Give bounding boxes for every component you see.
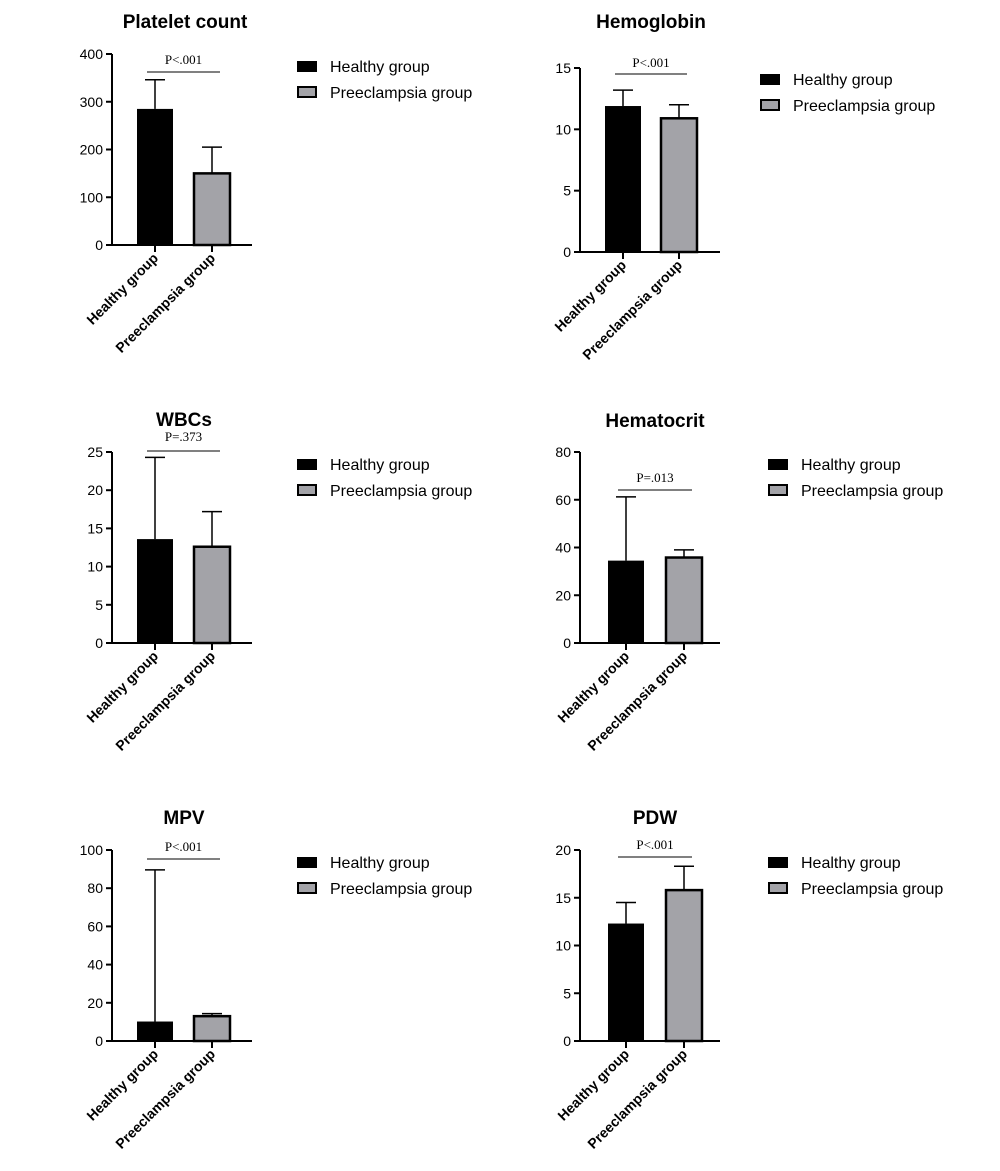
legend-swatch-preeclampsia: [297, 882, 317, 894]
chart-hematocrit: Hematocrit 0 20 40 60 80 Healthy group Preeclam…: [554, 411, 943, 754]
y-tick-label: 200: [80, 142, 104, 158]
bar-preeclampsia: [664, 888, 704, 1043]
legend-label-preeclampsia: Preeclampsia group: [801, 881, 943, 898]
legend-swatch-healthy: [297, 61, 317, 72]
chart-title: MPV: [163, 808, 205, 829]
y-tick-label: 300: [80, 94, 104, 110]
legend-swatch-healthy: [297, 857, 317, 868]
legend: Healthy group Preeclampsia group: [760, 72, 935, 115]
p-value-label: P<.001: [636, 837, 673, 852]
y-tick-label: 15: [555, 890, 571, 906]
legend-swatch-preeclampsia: [768, 484, 788, 496]
legend-label-healthy: Healthy group: [793, 72, 893, 89]
x-category-label: Preeclampsia group: [584, 1046, 690, 1152]
legend-swatch-preeclampsia: [297, 86, 317, 98]
x-category-label: Preeclampsia group: [584, 648, 690, 754]
legend-label-preeclampsia: Preeclampsia group: [801, 483, 943, 500]
y-tick-label: 40: [87, 957, 103, 973]
y-tick-label: 10: [555, 121, 571, 137]
bar-healthy: [605, 106, 641, 252]
y-tick-label: 80: [555, 444, 571, 460]
y-tick-label: 60: [87, 918, 103, 934]
y-tick-label: 0: [95, 1033, 103, 1049]
y-tick-label: 25: [87, 444, 103, 460]
legend: Healthy group Preeclampsia group: [297, 59, 472, 102]
chart-title: WBCs: [156, 410, 212, 431]
legend-label-healthy: Healthy group: [330, 855, 430, 872]
y-tick-label: 10: [555, 938, 571, 954]
bar-preeclampsia: [192, 545, 232, 645]
legend-label-preeclampsia: Preeclampsia group: [330, 881, 472, 898]
p-value-label: P<.001: [165, 839, 202, 854]
legend-swatch-preeclampsia: [760, 99, 780, 111]
bar-preeclampsia: [664, 556, 704, 645]
y-tick-label: 20: [87, 482, 103, 498]
legend: Healthy group Preeclampsia group: [297, 457, 472, 500]
legend-label-preeclampsia: Preeclampsia group: [793, 98, 935, 115]
y-tick-label: 400: [80, 46, 104, 62]
legend: Healthy group Preeclampsia group: [768, 855, 943, 898]
p-value-label: P=.013: [636, 470, 673, 485]
legend-label-healthy: Healthy group: [330, 59, 430, 76]
x-category-label: Preeclampsia group: [112, 1046, 218, 1152]
y-tick-label: 20: [555, 842, 571, 858]
x-category-label: Preeclampsia group: [112, 648, 218, 754]
y-tick-label: 15: [555, 60, 571, 76]
y-tick-label: 40: [555, 540, 571, 556]
y-tick-label: 0: [563, 635, 571, 651]
bar-healthy: [137, 108, 173, 245]
y-tick-label: 80: [87, 880, 103, 896]
y-tick-label: 0: [563, 1033, 571, 1049]
legend-swatch-preeclampsia: [297, 484, 317, 496]
chart-platelet: Platelet count 0 100 200 300 400 Healthy group…: [80, 12, 473, 356]
y-tick-label: 0: [95, 237, 103, 253]
chart-mpv: MPV 0 20 40 60 80 100 Healthy group Preeclampsia…: [80, 808, 473, 1152]
legend: Healthy group Preeclampsia group: [768, 457, 943, 500]
bar-healthy: [137, 1021, 173, 1041]
bar-preeclampsia: [192, 1014, 232, 1043]
y-tick-label: 10: [87, 559, 103, 575]
y-tick-label: 5: [563, 183, 571, 199]
x-category-label: Preeclampsia group: [112, 250, 218, 356]
p-value-label: P<.001: [632, 55, 669, 70]
legend: Healthy group Preeclampsia group: [297, 855, 472, 898]
bar-healthy: [608, 923, 644, 1041]
legend-swatch-healthy: [760, 74, 780, 85]
x-category-label: Preeclampsia group: [579, 257, 685, 363]
chart-title: Hemoglobin: [596, 12, 706, 33]
p-value-label: P<.001: [165, 52, 202, 67]
legend-label-healthy: Healthy group: [801, 457, 901, 474]
legend-swatch-healthy: [297, 459, 317, 470]
y-tick-label: 5: [95, 597, 103, 613]
legend-label-healthy: Healthy group: [330, 457, 430, 474]
legend-swatch-preeclampsia: [768, 882, 788, 894]
chart-hemoglobin: Hemoglobin 0 5 10 15 Healthy group Preeclampsi…: [551, 12, 935, 363]
y-tick-label: 100: [80, 842, 104, 858]
y-tick-label: 0: [95, 635, 103, 651]
p-value-label: P=.373: [165, 429, 202, 444]
legend-label-healthy: Healthy group: [801, 855, 901, 872]
bar-preeclampsia: [192, 172, 232, 247]
y-tick-label: 60: [555, 492, 571, 508]
legend-label-preeclampsia: Preeclampsia group: [330, 483, 472, 500]
legend-swatch-healthy: [768, 857, 788, 868]
bar-preeclampsia: [659, 117, 699, 254]
chart-title: Platelet count: [123, 12, 248, 33]
y-tick-label: 0: [563, 244, 571, 260]
y-tick-label: 100: [80, 189, 104, 205]
legend-swatch-healthy: [768, 459, 788, 470]
bar-healthy: [137, 539, 173, 643]
bar-healthy: [608, 560, 644, 643]
chart-wbcs: WBCs 0 5 10 15 20 25 Healthy group Preeclampsia …: [83, 410, 472, 754]
chart-title: PDW: [633, 808, 677, 829]
y-tick-label: 20: [555, 587, 571, 603]
chart-pdw: PDW 0 5 10 15 20 Healthy group Preeclampsia gro…: [554, 808, 943, 1152]
legend-label-preeclampsia: Preeclampsia group: [330, 85, 472, 102]
y-tick-label: 5: [563, 985, 571, 1001]
y-tick-label: 15: [87, 520, 103, 536]
y-tick-label: 20: [87, 995, 103, 1011]
chart-title: Hematocrit: [605, 411, 705, 432]
